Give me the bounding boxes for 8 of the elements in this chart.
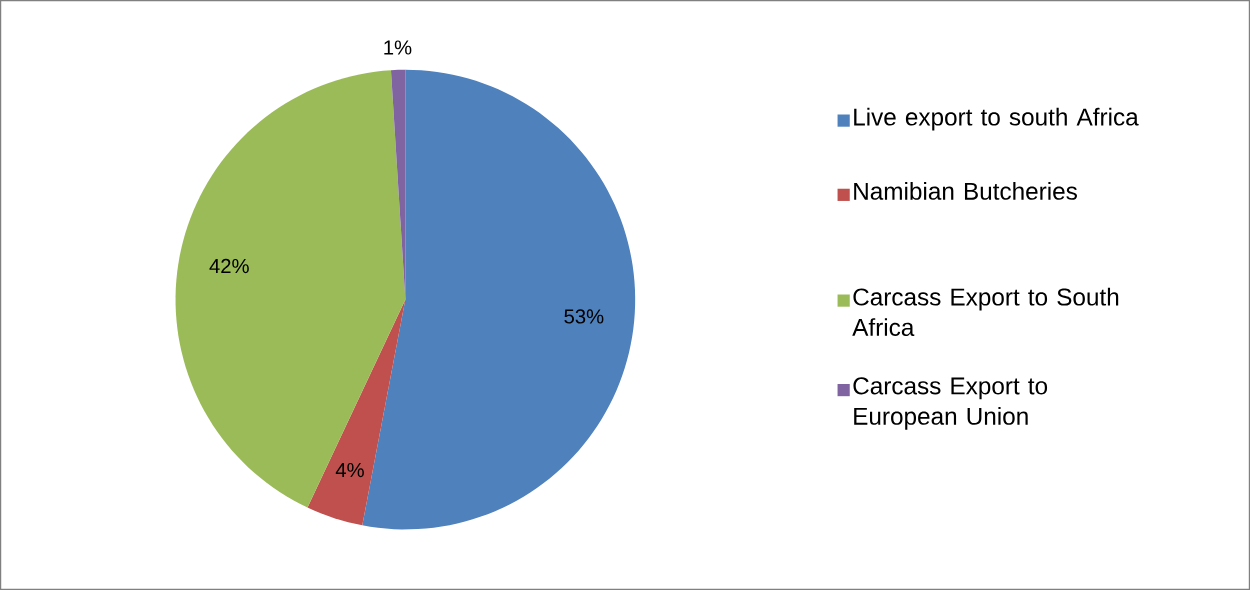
legend-label: Carcass Export to South Africa xyxy=(852,287,1119,337)
data-label: 53% xyxy=(564,309,604,324)
legend-label: Live export to south Africa xyxy=(854,107,1139,131)
legend-label: Carcass Export to European Union xyxy=(853,377,1048,430)
data-label: 1% xyxy=(384,40,412,55)
legend-label: Namibian Butcheries xyxy=(854,182,1077,200)
data-label: 42% xyxy=(209,258,249,274)
data-label: 4% xyxy=(335,462,364,478)
